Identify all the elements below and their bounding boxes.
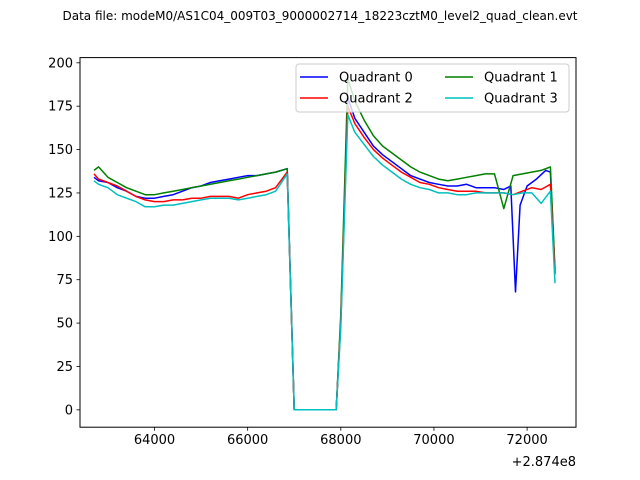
x-offset-label: +2.874e8 (512, 455, 576, 470)
legend: Quadrant 0 Quadrant 1 Quadrant 2 Quadrant 3 (295, 63, 570, 113)
x-tick-label: 66000 (227, 433, 268, 448)
axes-frame (79, 57, 577, 428)
y-tick-label: 25 (56, 360, 73, 375)
y-tick-label: 75 (56, 273, 73, 288)
series-line-quadrant-3 (93, 114, 556, 411)
y-tick-label: 50 (56, 317, 73, 332)
plot-lines (93, 77, 556, 411)
x-tick-label: 70000 (413, 433, 454, 448)
legend-box (295, 63, 570, 113)
legend-label-quadrant-3: Quadrant 3 (484, 92, 558, 107)
legend-label-quadrant-1: Quadrant 1 (484, 71, 558, 86)
y-tick-label: 0 (65, 403, 73, 418)
y-axis-ticks: 0 25 50 75 100 125 150 175 200 (48, 56, 80, 418)
chart-title: Data file: modeM0/AS1C04_009T03_90000027… (62, 9, 577, 23)
y-tick-label: 200 (48, 56, 73, 71)
y-tick-label: 175 (48, 100, 73, 115)
x-tick-label: 64000 (134, 433, 175, 448)
y-tick-label: 125 (48, 186, 73, 201)
legend-label-quadrant-2: Quadrant 2 (339, 92, 413, 107)
x-tick-label: 72000 (506, 433, 547, 448)
x-tick-label: 68000 (320, 433, 361, 448)
y-tick-label: 150 (48, 143, 73, 158)
x-axis-ticks: 64000 66000 68000 70000 72000 (134, 427, 548, 448)
legend-label-quadrant-0: Quadrant 0 (339, 71, 413, 86)
y-tick-label: 100 (48, 230, 73, 245)
